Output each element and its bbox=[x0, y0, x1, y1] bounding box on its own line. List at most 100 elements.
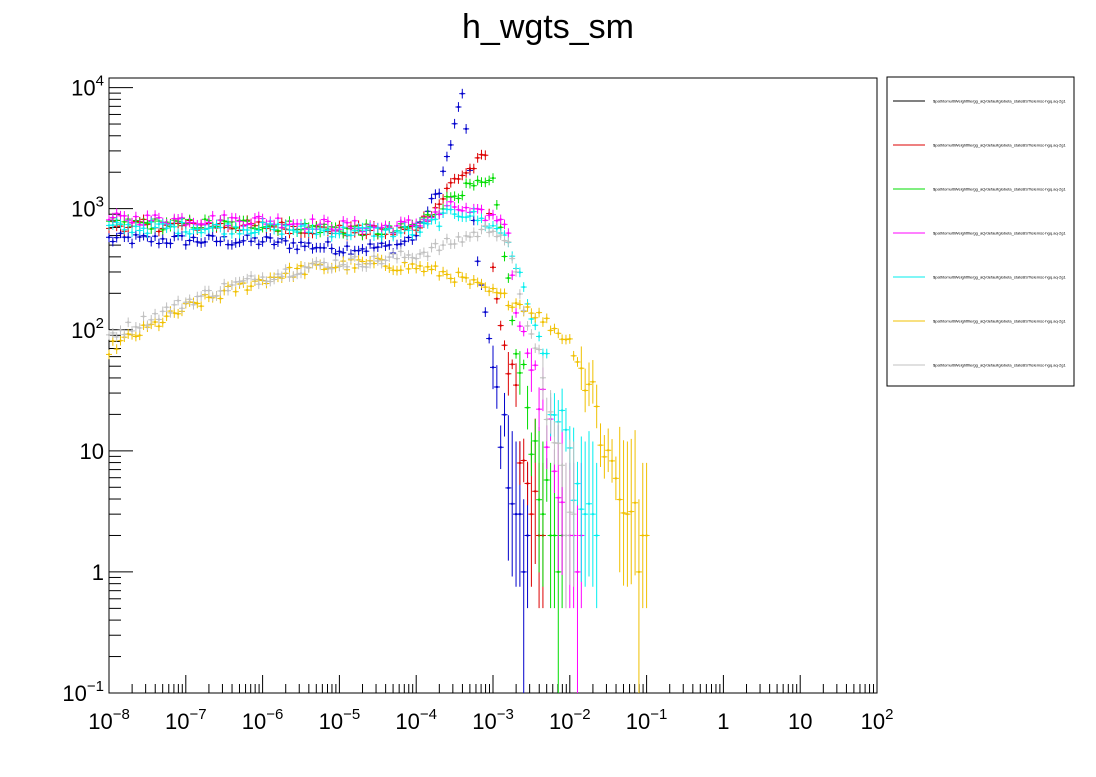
x-tick-label: 10−2 bbox=[549, 706, 591, 734]
data-marker bbox=[445, 155, 448, 158]
data-marker bbox=[511, 363, 514, 366]
data-marker bbox=[161, 222, 164, 225]
data-marker bbox=[518, 325, 521, 328]
data-marker bbox=[276, 229, 279, 232]
data-marker bbox=[307, 231, 310, 234]
data-marker bbox=[372, 226, 375, 229]
data-marker bbox=[338, 250, 341, 253]
data-marker bbox=[422, 221, 425, 224]
data-marker bbox=[288, 223, 291, 226]
data-marker bbox=[495, 227, 498, 230]
data-marker bbox=[526, 352, 529, 355]
data-marker bbox=[580, 367, 583, 370]
data-marker bbox=[372, 262, 375, 265]
data-marker bbox=[200, 241, 203, 244]
data-marker bbox=[323, 218, 326, 221]
data-marker bbox=[346, 265, 349, 268]
data-marker bbox=[296, 267, 299, 270]
data-marker bbox=[330, 235, 333, 238]
data-marker bbox=[457, 215, 460, 218]
data-marker bbox=[204, 240, 206, 243]
data-marker bbox=[280, 221, 283, 224]
data-marker bbox=[223, 289, 226, 292]
data-marker bbox=[219, 297, 222, 300]
data-marker bbox=[399, 231, 402, 234]
data-marker bbox=[442, 270, 445, 273]
data-marker bbox=[522, 570, 525, 573]
data-marker bbox=[403, 221, 406, 224]
x-tick-label: 10−7 bbox=[165, 706, 207, 734]
data-marker bbox=[380, 226, 383, 229]
data-marker bbox=[461, 209, 464, 212]
data-marker bbox=[361, 247, 364, 250]
data-marker bbox=[499, 292, 502, 295]
data-marker bbox=[576, 482, 579, 485]
data-marker bbox=[349, 257, 352, 260]
data-marker bbox=[438, 213, 441, 216]
data-marker bbox=[242, 279, 245, 282]
data-marker bbox=[157, 325, 160, 328]
data-marker bbox=[250, 274, 253, 277]
data-marker bbox=[511, 306, 514, 309]
data-marker bbox=[511, 257, 514, 260]
data-marker bbox=[461, 92, 464, 95]
data-marker bbox=[445, 187, 448, 190]
data-marker bbox=[138, 229, 141, 232]
data-marker bbox=[484, 181, 487, 184]
data-marker bbox=[614, 477, 617, 480]
data-marker bbox=[215, 223, 218, 226]
data-marker bbox=[134, 225, 137, 228]
data-marker bbox=[591, 513, 594, 516]
data-marker bbox=[480, 208, 483, 211]
data-marker bbox=[211, 295, 214, 298]
x-tick-label: 1 bbox=[717, 709, 729, 734]
data-marker bbox=[311, 228, 314, 231]
data-marker bbox=[161, 228, 164, 231]
data-marker bbox=[300, 225, 302, 228]
data-marker bbox=[561, 464, 564, 467]
data-marker bbox=[457, 235, 460, 238]
data-marker bbox=[484, 286, 487, 289]
data-marker bbox=[346, 221, 349, 224]
data-marker bbox=[637, 570, 640, 573]
data-marker bbox=[480, 153, 483, 156]
data-marker bbox=[296, 222, 299, 225]
data-marker bbox=[223, 219, 226, 222]
data-marker bbox=[188, 232, 191, 235]
data-marker bbox=[184, 230, 187, 233]
data-marker bbox=[388, 256, 391, 259]
data-marker bbox=[526, 324, 529, 327]
data-marker bbox=[265, 235, 268, 238]
data-marker bbox=[280, 233, 283, 236]
data-marker bbox=[372, 255, 375, 258]
data-marker bbox=[518, 271, 521, 274]
data-marker bbox=[518, 303, 521, 306]
data-marker bbox=[165, 227, 168, 230]
data-marker bbox=[319, 246, 322, 249]
data-marker bbox=[376, 227, 379, 230]
data-marker bbox=[430, 268, 433, 271]
data-marker bbox=[154, 235, 157, 238]
legend-entry-label: $pathtomultiWeightfile/gg_aQ/defaultglob… bbox=[933, 319, 1066, 324]
data-marker bbox=[361, 260, 364, 263]
data-marker bbox=[342, 251, 345, 254]
data-marker bbox=[223, 214, 226, 217]
data-marker bbox=[204, 218, 206, 221]
data-marker bbox=[238, 232, 241, 235]
data-marker bbox=[553, 441, 556, 444]
data-marker bbox=[184, 243, 187, 246]
data-marker bbox=[154, 226, 157, 229]
x-tick-label: 10−5 bbox=[319, 706, 361, 734]
data-marker bbox=[146, 232, 149, 235]
data-marker bbox=[511, 274, 514, 277]
data-marker bbox=[611, 459, 614, 462]
data-marker bbox=[396, 230, 398, 233]
data-marker bbox=[115, 348, 118, 351]
data-marker bbox=[568, 337, 571, 340]
data-marker bbox=[369, 243, 372, 246]
data-marker bbox=[534, 490, 537, 493]
data-marker bbox=[453, 281, 456, 284]
data-marker bbox=[242, 239, 245, 242]
data-marker bbox=[342, 232, 345, 235]
data-marker bbox=[607, 449, 610, 452]
